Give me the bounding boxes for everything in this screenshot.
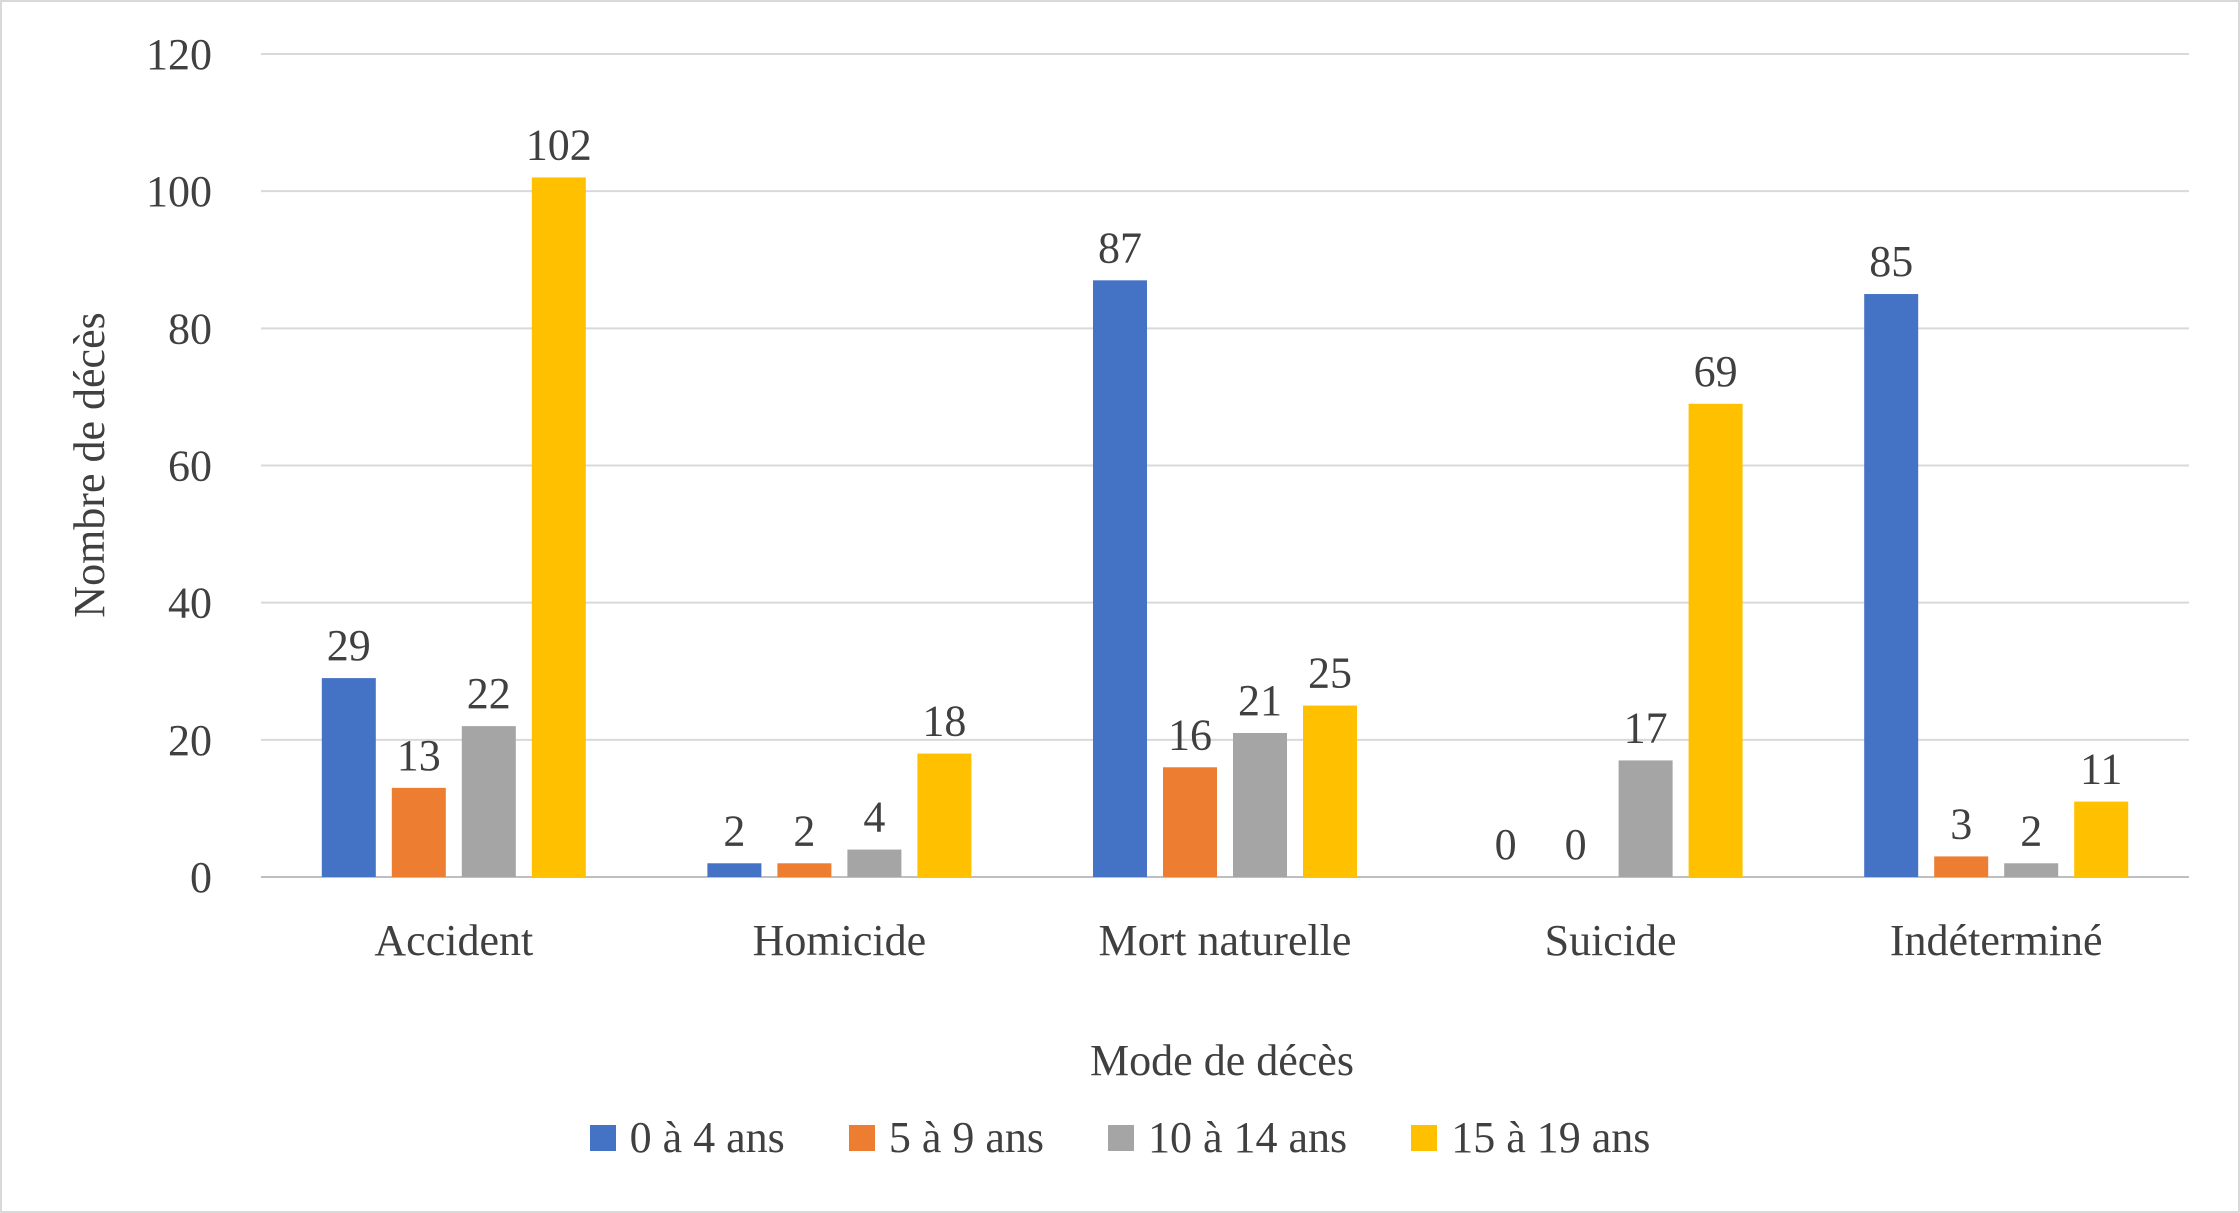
bar — [917, 753, 972, 877]
bar — [531, 177, 586, 877]
legend: 0 à 4 ans 5 à 9 ans 10 à 14 ans 15 à 19 ans — [0, 1112, 2240, 1163]
legend-label: 0 à 4 ans — [629, 1113, 785, 1162]
bar — [1934, 856, 1989, 877]
data-label: 22 — [467, 669, 511, 718]
data-label: 16 — [1168, 710, 1212, 759]
legend-swatch — [848, 1124, 875, 1151]
x-tick-label: Accident — [374, 916, 533, 965]
bar — [777, 863, 832, 877]
data-label: 102 — [526, 120, 592, 169]
legend-item: 15 à 19 ans — [1411, 1112, 1650, 1163]
bar — [1618, 760, 1673, 877]
data-label: 17 — [1624, 703, 1668, 752]
data-label: 4 — [863, 793, 885, 842]
bar — [1303, 705, 1357, 877]
data-label: 69 — [1694, 347, 1738, 396]
legend-label: 10 à 14 ans — [1148, 1113, 1348, 1162]
x-axis-title: Mode de décès — [1090, 1036, 1354, 1085]
y-tick-label: 120 — [146, 30, 212, 79]
data-label: 3 — [1950, 799, 1972, 848]
data-label: 13 — [397, 731, 441, 780]
bar — [707, 863, 762, 877]
bar — [321, 678, 376, 877]
legend-item: 5 à 9 ans — [848, 1112, 1044, 1163]
bar — [1093, 280, 1147, 877]
legend-item: 10 à 14 ans — [1108, 1112, 1347, 1163]
y-tick-label: 40 — [168, 579, 212, 628]
bar — [1233, 732, 1287, 877]
data-label: 29 — [327, 621, 371, 670]
bar — [847, 849, 902, 877]
data-label: 2 — [723, 806, 745, 855]
x-tick-label: Indéterminé — [1890, 916, 2103, 965]
data-label: 85 — [1869, 237, 1913, 286]
y-tick-label: 0 — [190, 853, 212, 902]
legend-swatch — [1411, 1124, 1438, 1151]
legend-item: 0 à 4 ans — [589, 1112, 785, 1163]
data-label: 0 — [1565, 820, 1587, 869]
y-axis-title: Nombre de décès — [65, 312, 114, 617]
y-tick-label: 60 — [168, 442, 212, 491]
y-tick-label: 100 — [146, 167, 212, 216]
data-label: 11 — [2080, 745, 2122, 794]
bar — [1864, 294, 1919, 878]
legend-swatch — [589, 1124, 616, 1151]
y-tick-label: 20 — [168, 716, 212, 765]
bar — [1163, 767, 1217, 877]
data-label: 0 — [1495, 820, 1517, 869]
legend-swatch — [1108, 1124, 1134, 1151]
bar — [2074, 801, 2129, 877]
data-label: 21 — [1238, 676, 1282, 725]
data-label: 2 — [2020, 806, 2042, 855]
bar — [2004, 863, 2059, 877]
bar — [1688, 403, 1743, 877]
legend-label: 5 à 9 ans — [888, 1113, 1044, 1162]
data-label: 25 — [1308, 649, 1352, 698]
legend-label: 15 à 19 ans — [1451, 1113, 1651, 1162]
x-tick-label: Suicide — [1545, 916, 1677, 965]
x-tick-label: Homicide — [753, 916, 927, 965]
data-label: 87 — [1098, 223, 1142, 272]
y-tick-label: 80 — [168, 304, 212, 353]
bar — [391, 787, 446, 877]
data-label: 2 — [793, 806, 815, 855]
bar — [461, 726, 516, 877]
x-tick-label: Mort naturelle — [1099, 916, 1352, 965]
data-label: 18 — [922, 697, 966, 746]
